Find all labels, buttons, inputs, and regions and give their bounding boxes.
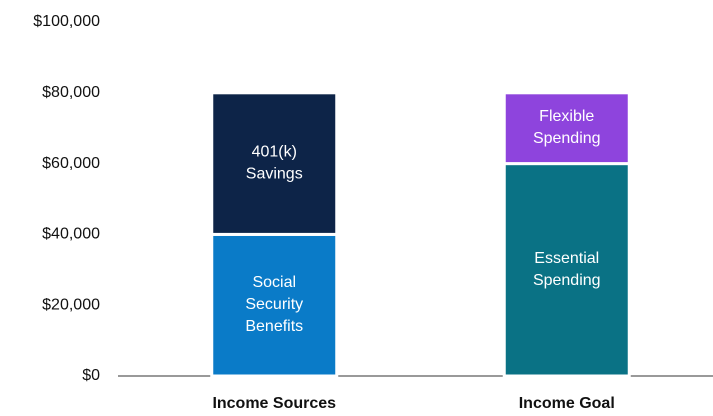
y-tick-label: $80,000 [42,84,100,101]
segment-label: 401(k) Savings [246,144,303,183]
bar-segment [502,91,631,166]
bar-segment [210,91,339,236]
segment-label: Essential Spending [533,250,601,289]
x-tick-label: Income Sources [212,395,336,412]
y-tick-label: $40,000 [42,226,100,243]
segment-label: Flexible Spending [533,108,601,147]
y-tick-label: $60,000 [42,155,100,172]
y-tick-label: $20,000 [42,296,100,313]
segment-label: Social Security Benefits [245,274,303,335]
bar-segment [502,162,631,378]
bar-segment [210,232,339,378]
y-tick-label: $0 [82,367,100,384]
x-tick-label: Income Goal [519,395,615,412]
y-tick-label: $100,000 [33,13,100,30]
